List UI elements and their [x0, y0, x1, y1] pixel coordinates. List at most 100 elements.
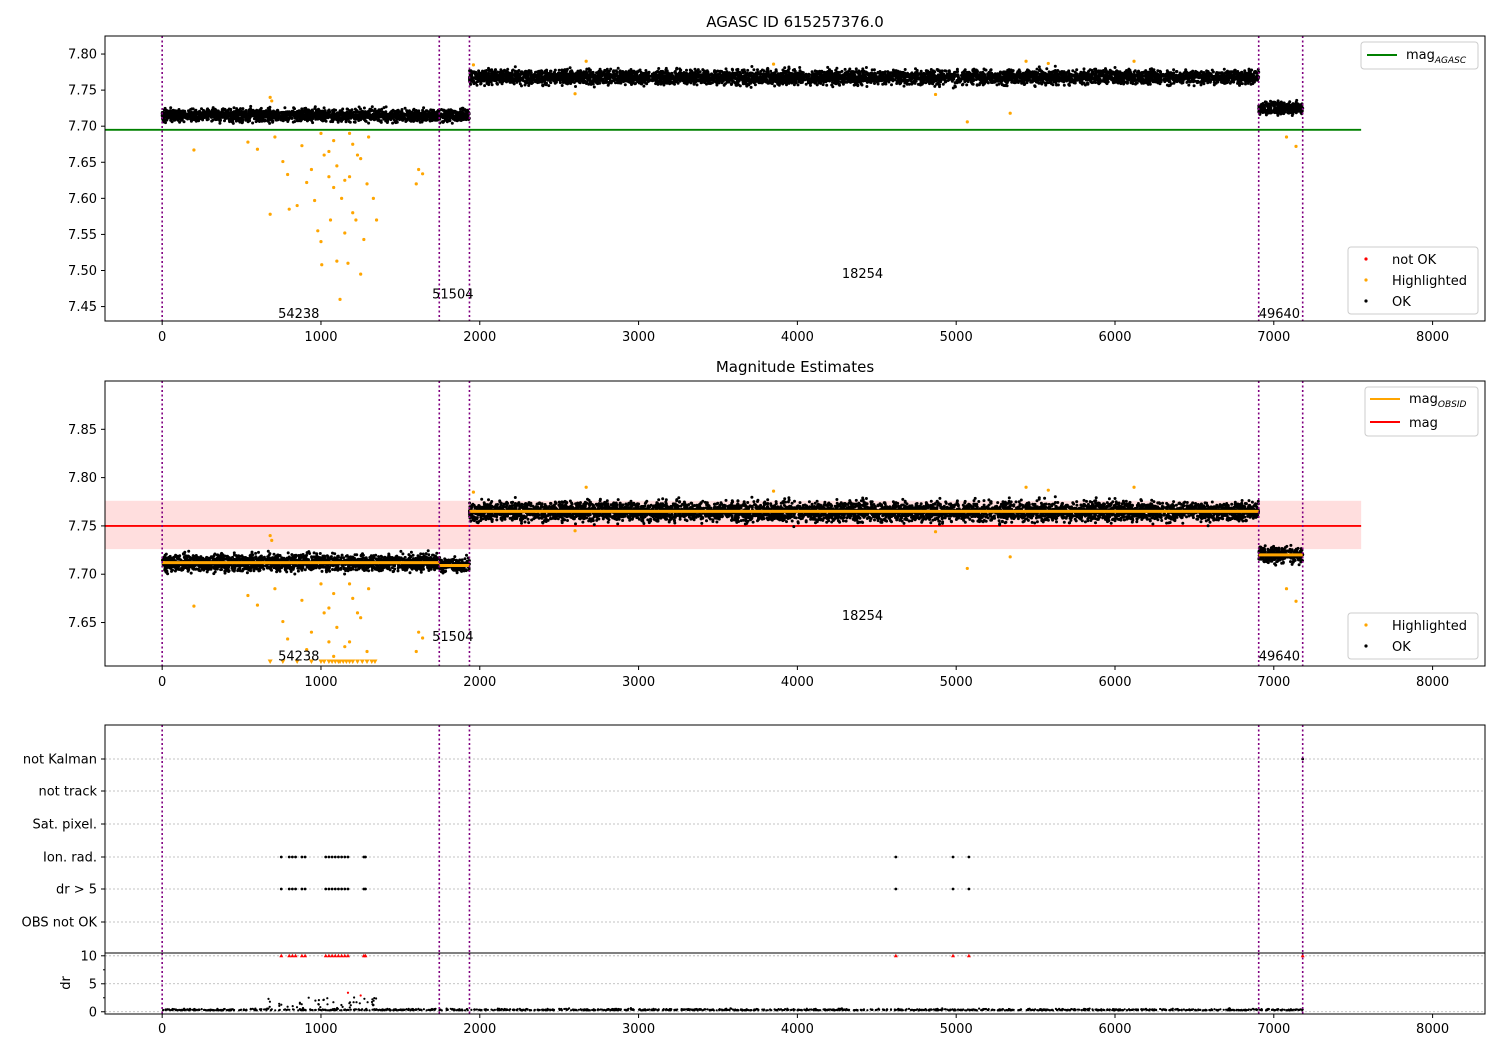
ok-point: [572, 81, 576, 84]
ok-point: [435, 118, 439, 122]
ok-point: [461, 106, 465, 110]
ok-point: [1172, 68, 1176, 72]
ok-point: [248, 119, 252, 123]
ok-point: [330, 114, 334, 118]
ok-point: [229, 108, 233, 112]
ok-point: [291, 120, 295, 124]
ok-point: [404, 117, 408, 121]
ok-point: [442, 108, 446, 112]
ok-point: [348, 112, 352, 116]
ok-point: [344, 117, 348, 120]
ok-point: [903, 68, 907, 71]
ok-point: [459, 107, 462, 111]
ok-point: [557, 68, 561, 72]
ok-point: [218, 119, 222, 122]
ok-point: [394, 119, 398, 123]
ok-point: [989, 68, 993, 72]
ok-point: [326, 115, 329, 118]
ok-point: [1105, 82, 1109, 86]
ok-point: [381, 110, 385, 114]
ok-point: [479, 82, 483, 86]
ok-point: [304, 113, 308, 117]
ok-point: [346, 107, 350, 111]
ok-point: [367, 121, 371, 125]
ok-point: [864, 66, 868, 69]
ok-point: [249, 104, 253, 108]
ok-point: [413, 116, 417, 119]
ok-point: [345, 110, 349, 114]
ok-point: [560, 84, 564, 87]
ok-point: [318, 117, 322, 121]
ok-point: [178, 120, 182, 124]
ok-point: [815, 83, 819, 87]
ok-point: [616, 66, 620, 70]
ok-point: [253, 109, 256, 113]
ok-point: [361, 109, 364, 113]
ok-point: [334, 108, 338, 112]
ok-point: [353, 120, 357, 124]
ok-point: [376, 110, 380, 114]
ok-point: [382, 106, 386, 110]
ok-point: [272, 112, 276, 116]
ok-point: [312, 112, 316, 116]
ok-point: [188, 112, 192, 116]
ok-point: [187, 109, 190, 113]
ok-point: [618, 69, 622, 73]
ok-point: [193, 118, 197, 122]
ok-point: [452, 116, 456, 120]
ok-point: [416, 110, 420, 114]
ok-point: [228, 118, 232, 122]
ok-point: [459, 110, 463, 114]
ok-point: [253, 113, 257, 117]
ok-point: [902, 84, 906, 88]
ok-point: [322, 106, 326, 110]
ok-point: [226, 109, 230, 112]
ok-point: [391, 108, 395, 112]
ok-point: [588, 68, 592, 72]
ok-point: [176, 114, 180, 118]
ok-point: [337, 113, 341, 117]
ok-point: [258, 108, 262, 112]
ok-point: [396, 112, 400, 116]
ok-point: [442, 115, 445, 119]
ok-point: [752, 68, 756, 72]
ok-point: [250, 110, 254, 114]
ok-point: [311, 109, 314, 113]
ok-point: [167, 111, 171, 115]
ok-point: [183, 113, 187, 117]
ok-point: [332, 110, 335, 114]
ok-point: [321, 109, 325, 113]
ok-point: [352, 115, 356, 119]
ok-point: [1062, 83, 1066, 87]
ok-point: [443, 118, 447, 122]
ok-point: [350, 108, 354, 112]
ok-point: [442, 113, 446, 116]
ok-point: [209, 110, 212, 114]
ok-point: [731, 68, 735, 72]
ok-point: [213, 114, 217, 118]
ok-point: [421, 108, 425, 112]
ok-point: [244, 115, 248, 119]
ok-point: [182, 110, 186, 114]
ok-point: [198, 109, 202, 113]
ok-point: [188, 117, 192, 121]
ok-point: [657, 67, 661, 70]
ok-point: [848, 67, 852, 71]
ok-point: [274, 118, 278, 122]
ok-point: [281, 111, 285, 115]
ok-point: [378, 113, 382, 117]
ok-point: [825, 83, 829, 87]
ok-point: [204, 111, 208, 115]
ok-point: [434, 113, 438, 117]
ok-point: [316, 112, 320, 116]
ok-point: [417, 118, 421, 122]
ok-point: [269, 115, 273, 119]
ok-point: [412, 119, 415, 123]
ok-point: [240, 109, 244, 113]
ok-point: [401, 112, 405, 116]
ok-point: [173, 113, 176, 117]
ok-point: [241, 107, 245, 111]
ok-point: [198, 112, 201, 116]
panel-agasc: AGASC ID 615257376.0 7.457.507.557.607.6…: [68, 13, 1486, 345]
ok-point: [293, 114, 297, 118]
